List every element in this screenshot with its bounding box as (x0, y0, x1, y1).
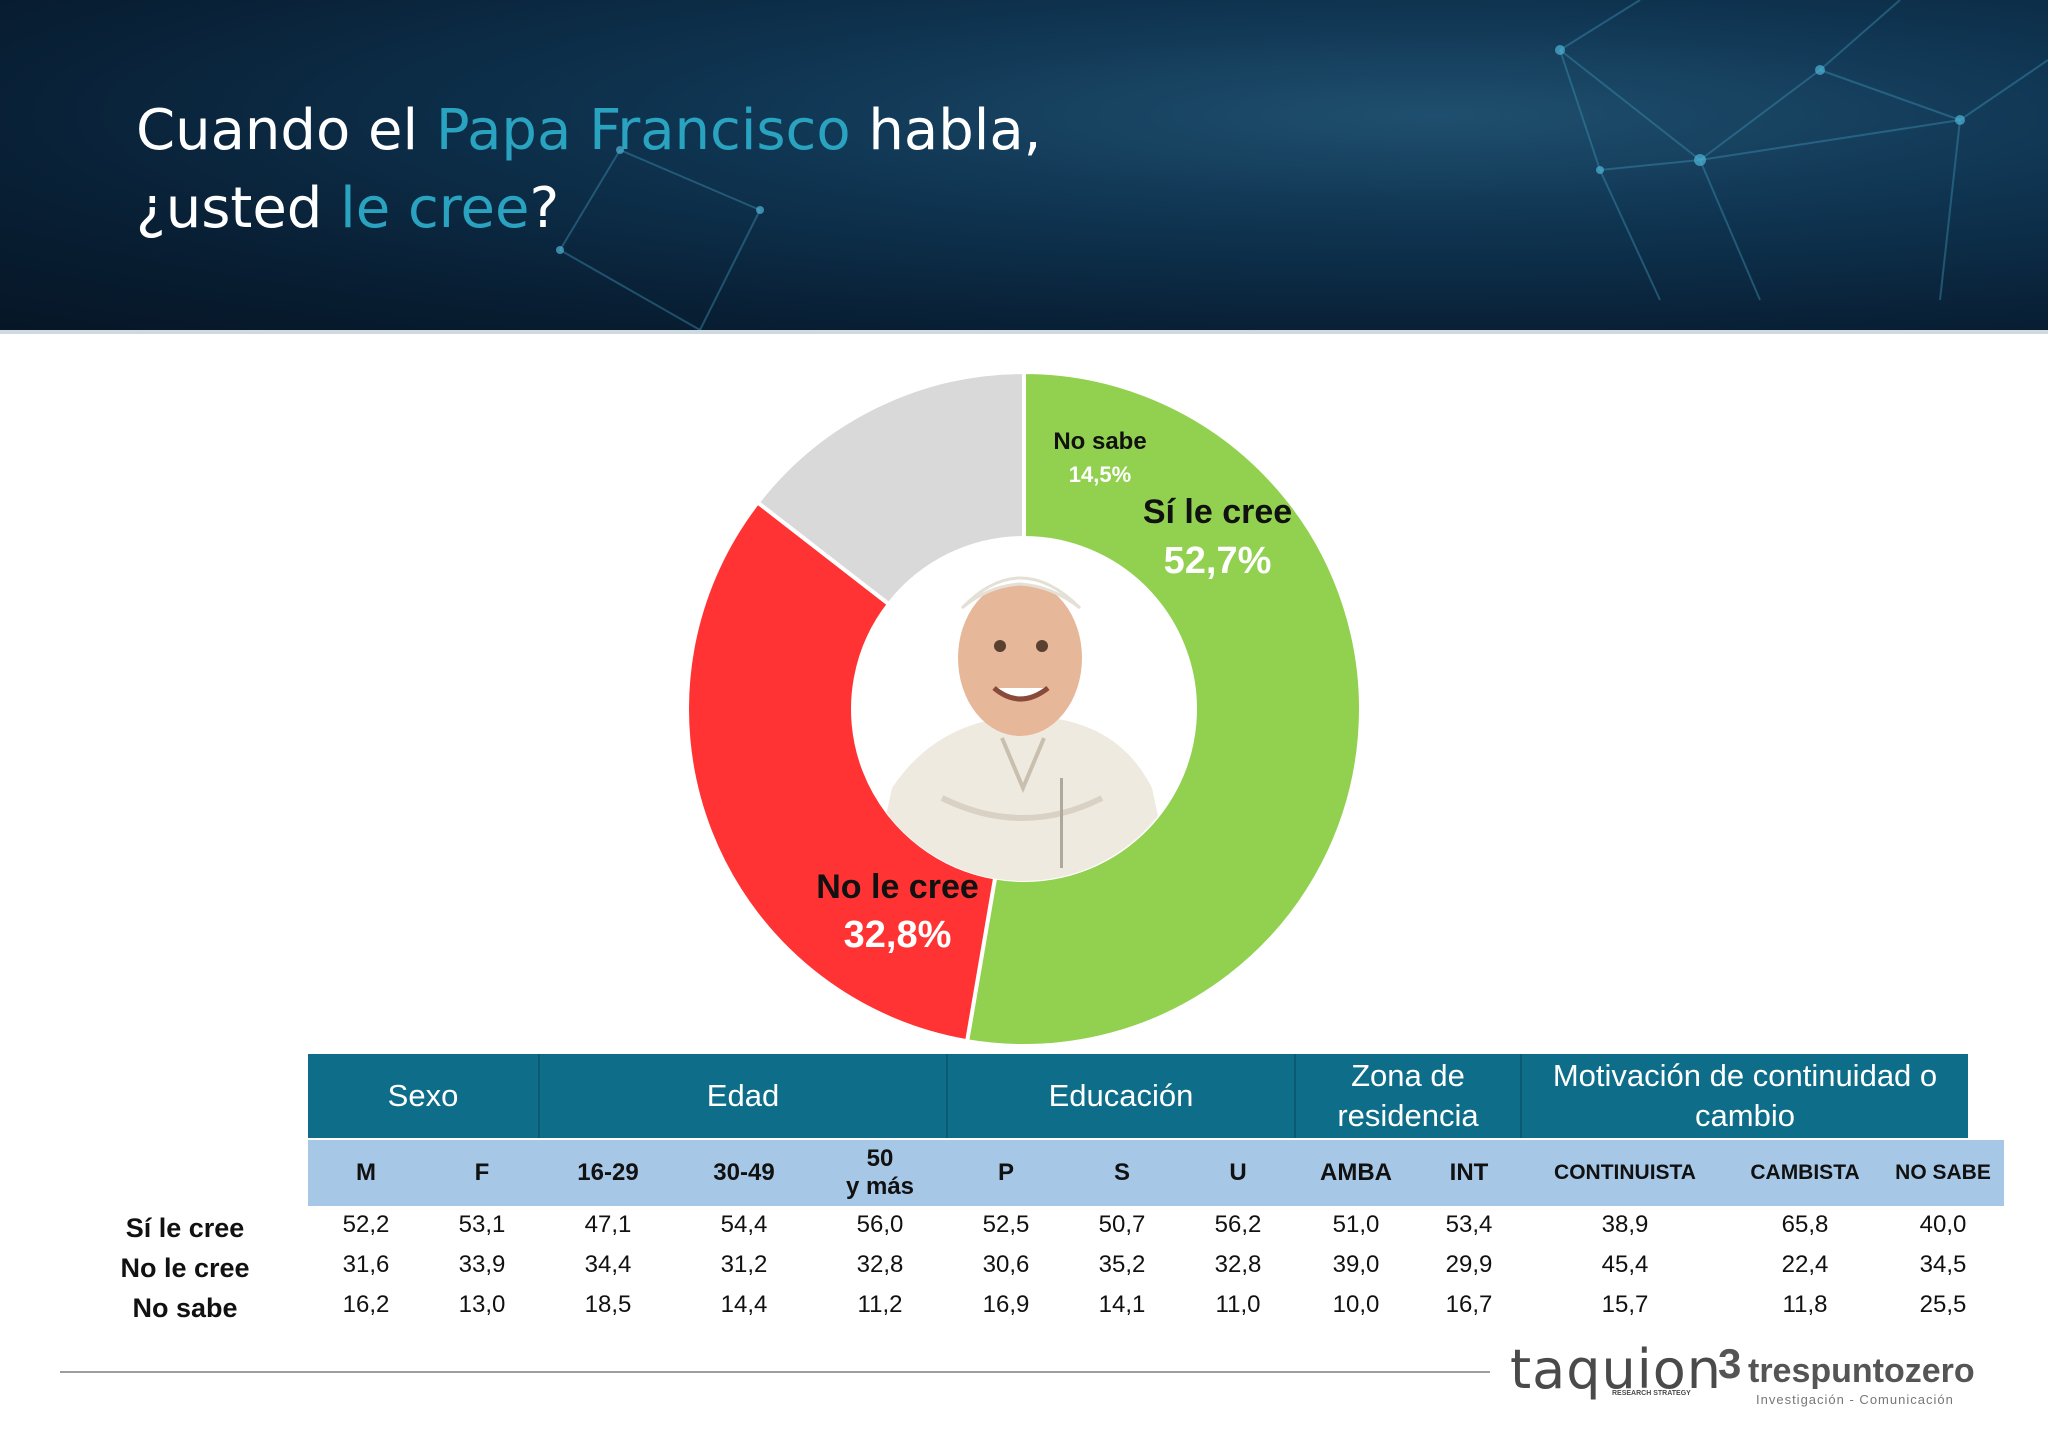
table-cell: 54,4 (720, 1211, 768, 1238)
slice-value-nosabe: 14,5% (1068, 462, 1132, 487)
group-header-motivacion: Motivación de continuidad o cambio (1522, 1054, 1968, 1138)
header-divider (0, 330, 2048, 334)
table-cell: 53,1 (458, 1211, 506, 1238)
col-header: U (1180, 1140, 1296, 1206)
table-cell: 33,9 (458, 1251, 506, 1278)
title-text: ¿usted (136, 176, 341, 241)
trespuntozero-logo-mark: 3 (1718, 1340, 1742, 1387)
table-cell: 16,7 (1445, 1291, 1493, 1318)
table-cell: 11,8 (1782, 1291, 1828, 1318)
title-text: habla, (850, 98, 1042, 163)
trespuntozero-logo-tagline: Investigación - Comunicación (1756, 1392, 1954, 1407)
table-cell: 16,2 (342, 1291, 390, 1318)
table-cell: 40,0 (1919, 1211, 1967, 1238)
table-cell: 65,8 (1781, 1211, 1829, 1238)
table-cell: 16,9 (982, 1291, 1030, 1318)
table-cell: 25,5 (1919, 1291, 1967, 1318)
col-header: 30-49 (676, 1140, 812, 1206)
slice-value-no: 32,8% (843, 914, 952, 956)
title-highlight: Papa Francisco (435, 98, 851, 163)
network-decoration (556, 0, 2048, 330)
slice-label-nosabe: No sabe (1053, 428, 1147, 455)
slice-value-si: 52,7% (1163, 540, 1272, 582)
col-header: S (1064, 1140, 1180, 1206)
table-cell: 11,2 (857, 1291, 903, 1318)
col-header: M (308, 1140, 424, 1206)
table-cell: 51,0 (1332, 1211, 1380, 1238)
row-label: Sí le cree (125, 1213, 245, 1243)
pope-photo (852, 538, 1195, 881)
table-cell: 18,5 (584, 1291, 632, 1318)
table-cell: 10,0 (1332, 1291, 1380, 1318)
table-cell: 15,7 (1601, 1291, 1649, 1318)
pope-portrait-image (852, 538, 1195, 881)
trespuntozero-logo: trespuntozero (1748, 1352, 1975, 1390)
table-cell: 56,0 (856, 1211, 904, 1238)
table-cell: 31,6 (342, 1251, 390, 1278)
page-title: Cuando el Papa Francisco habla, ¿usted l… (136, 92, 1041, 248)
col-header: F (424, 1140, 540, 1206)
table-cell: 13,0 (458, 1291, 506, 1318)
col-header: NO SABE (1882, 1140, 2004, 1206)
table-cell: 14,4 (720, 1291, 768, 1318)
table-cell: 11,0 (1215, 1291, 1261, 1318)
title-text: ? (529, 176, 560, 241)
col-header: INT (1416, 1140, 1522, 1206)
slice-label-no: No le cree (816, 868, 979, 906)
col-header: 16-29 (540, 1140, 676, 1206)
col-header: P (948, 1140, 1064, 1206)
table-cell: 53,4 (1445, 1211, 1493, 1238)
row-label: No le cree (120, 1253, 250, 1283)
table-cell: 32,8 (1214, 1251, 1262, 1278)
col-header: 50 y más (812, 1140, 948, 1206)
col-header: AMBA (1296, 1140, 1416, 1206)
taquion-logo-tagline: RESEARCH STRATEGY (1612, 1390, 1691, 1397)
table-cell: 31,2 (720, 1251, 768, 1278)
group-header-zona: Zona de residencia (1296, 1054, 1522, 1138)
table-cell: 52,5 (982, 1211, 1030, 1238)
group-header-sexo: Sexo (308, 1054, 540, 1138)
table-cell: 14,1 (1098, 1291, 1146, 1318)
table-cell: 52,2 (342, 1211, 390, 1238)
row-label: No sabe (132, 1293, 238, 1323)
table-cell: 47,1 (584, 1211, 632, 1238)
table-cell: 39,0 (1332, 1251, 1380, 1278)
table-cell: 29,9 (1445, 1251, 1493, 1278)
footer-divider (60, 1371, 1490, 1373)
title-line-2: ¿usted le cree? (136, 170, 1041, 248)
group-header-edad: Edad (540, 1054, 948, 1138)
table-cell: 35,2 (1098, 1251, 1146, 1278)
col-header: CAMBISTA (1728, 1140, 1882, 1206)
slice-label-si: Sí le cree (1142, 493, 1293, 531)
title-line-1: Cuando el Papa Francisco habla, (136, 92, 1041, 170)
table-cell: 56,2 (1214, 1211, 1262, 1238)
table-cell: 34,4 (584, 1251, 632, 1278)
table-cell: 30,6 (982, 1251, 1030, 1278)
col-header: CONTINUISTA (1522, 1140, 1728, 1206)
table-cell: 38,9 (1601, 1211, 1649, 1238)
donut-chart (687, 372, 1361, 1046)
table-cell: 32,8 (856, 1251, 904, 1278)
title-highlight: le cree (340, 176, 530, 241)
table-cell: 34,5 (1919, 1251, 1967, 1278)
group-header-educacion: Educación (948, 1054, 1296, 1138)
table-cell: 45,4 (1601, 1251, 1649, 1278)
table-cell: 50,7 (1098, 1211, 1146, 1238)
title-text: Cuando el (136, 98, 436, 163)
header-banner: Cuando el Papa Francisco habla, ¿usted l… (0, 0, 2048, 330)
table-cell: 22,4 (1781, 1251, 1829, 1278)
taquion-logo: taquion (1510, 1338, 1723, 1401)
